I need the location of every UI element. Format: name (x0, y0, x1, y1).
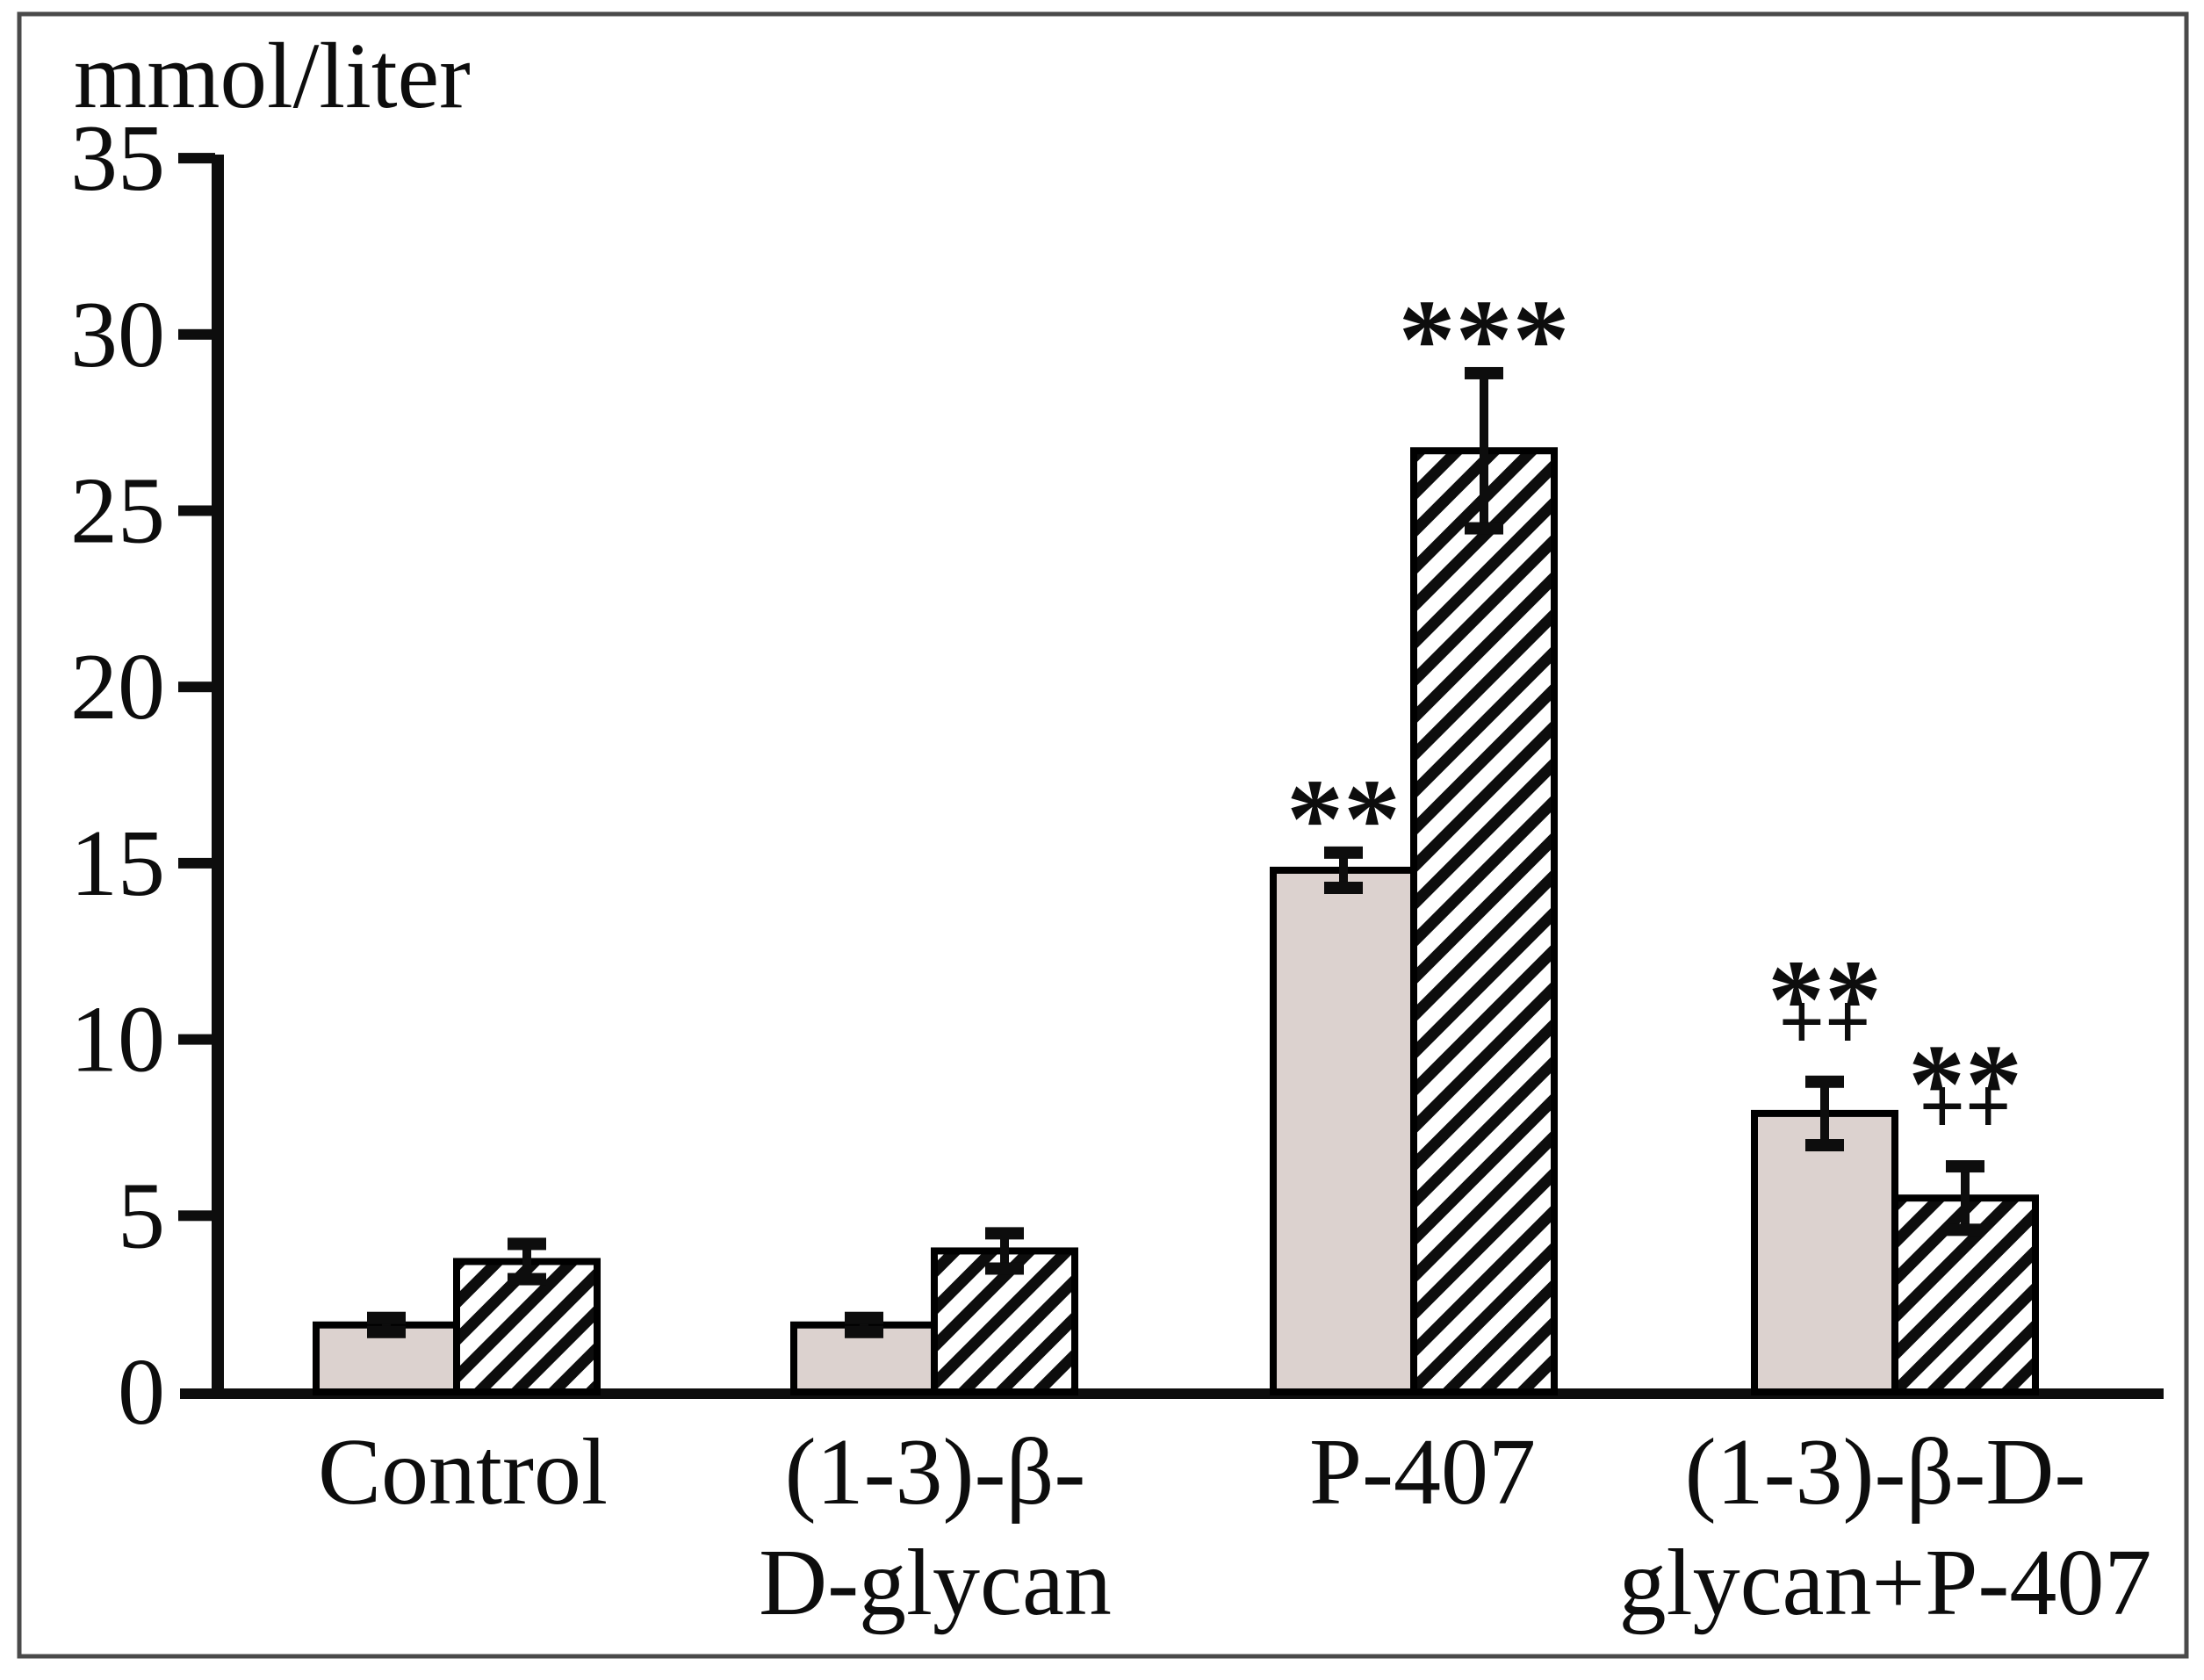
y-tick-label-10: 10 (70, 988, 165, 1092)
x-category-label-p-407-line1: P-407 (1309, 1420, 1536, 1525)
y-tick-15 (178, 857, 215, 869)
sig-marker-star-13-beta-d-glycan-p-407-hatched: ** (1908, 1021, 2022, 1148)
sig-marker-star-13-beta-d-glycan-p-407-solid: ** (1768, 937, 1882, 1064)
error-cap-top-13-beta-d-glycan-p-407-hatched (1946, 1160, 1984, 1173)
error-whisker-13-beta-d-glycan-solid (860, 1317, 868, 1332)
x-category-label-control-line1: Control (318, 1420, 608, 1525)
error-cap-bottom-p-407-solid (1324, 881, 1363, 894)
y-tick-label-20: 20 (70, 635, 165, 739)
x-category-label-13-beta-d-glycan-line2: D-glycan (759, 1531, 1112, 1635)
error-cap-top-p-407-hatched (1465, 366, 1503, 379)
bar-p-407-solid (1270, 866, 1417, 1395)
sig-marker-plus-13-beta-d-glycan-p-407-solid: ++ (1779, 977, 1871, 1066)
sig-marker-p-407-hatched: *** (1399, 277, 1570, 403)
error-cap-bottom-13-beta-d-glycan-p-407-hatched (1946, 1223, 1984, 1237)
x-category-label-13-beta-d-glycan-p-407-line1: (1-3)-β-D- (1685, 1420, 2086, 1525)
y-tick-20 (178, 681, 215, 693)
error-whisker-13-beta-d-glycan-p-407-hatched (1961, 1166, 1970, 1230)
error-cap-bottom-control-hatched (508, 1273, 546, 1286)
error-cap-bottom-13-beta-d-glycan-solid (845, 1325, 883, 1338)
error-cap-bottom-13-beta-d-glycan-hatched (985, 1262, 1024, 1275)
bar-13-beta-d-glycan-p-407-solid (1751, 1109, 1898, 1396)
error-cap-top-13-beta-d-glycan-solid (845, 1311, 883, 1324)
y-axis-line (212, 155, 224, 1399)
y-tick-35 (178, 153, 215, 164)
y-tick-25 (178, 505, 215, 516)
error-cap-top-control-solid (367, 1311, 406, 1324)
error-whisker-control-solid (382, 1317, 391, 1332)
y-tick-label-0: 0 (118, 1340, 165, 1445)
x-category-label-13-beta-d-glycan-line1: (1-3)-β- (785, 1420, 1086, 1525)
error-cap-bottom-13-beta-d-glycan-p-407-solid (1805, 1139, 1844, 1152)
y-tick-5 (178, 1210, 215, 1222)
error-whisker-p-407-hatched (1480, 372, 1488, 529)
y-tick-30 (178, 328, 215, 340)
error-cap-top-control-hatched (508, 1237, 546, 1251)
x-category-label-13-beta-d-glycan-p-407-line2: glycan+P-407 (1619, 1531, 2152, 1635)
error-cap-bottom-control-solid (367, 1325, 406, 1338)
y-tick-label-35: 35 (70, 106, 165, 211)
y-tick-label-30: 30 (70, 283, 165, 387)
y-tick-label-25: 25 (70, 459, 165, 564)
y-axis-unit-label: mmol/liter (74, 25, 471, 128)
y-tick-10 (178, 1034, 215, 1045)
error-whisker-13-beta-d-glycan-p-407-solid (1820, 1081, 1829, 1146)
sig-marker-p-407-solid: ** (1286, 756, 1401, 883)
error-whisker-p-407-solid (1339, 852, 1348, 888)
error-cap-bottom-p-407-hatched (1465, 522, 1503, 535)
error-cap-top-p-407-solid (1324, 846, 1363, 859)
error-cap-top-13-beta-d-glycan-hatched (985, 1227, 1024, 1240)
error-cap-top-13-beta-d-glycan-p-407-solid (1805, 1075, 1844, 1088)
bar-p-407-hatched (1410, 447, 1558, 1396)
error-whisker-13-beta-d-glycan-hatched (1000, 1233, 1009, 1269)
x-axis-line (180, 1388, 2164, 1399)
y-tick-label-5: 5 (118, 1164, 165, 1268)
y-tick-label-15: 15 (70, 811, 165, 916)
error-whisker-control-hatched (522, 1244, 531, 1280)
figure-frame (17, 11, 2189, 1659)
sig-marker-plus-13-beta-d-glycan-p-407-hatched: ++ (1919, 1061, 2012, 1150)
